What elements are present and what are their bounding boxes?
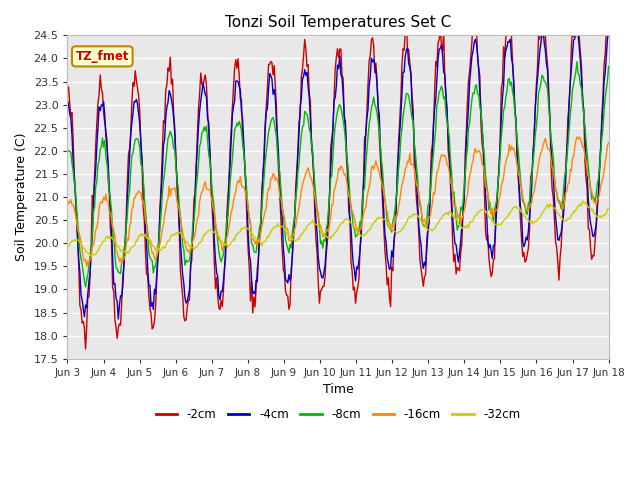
-16cm: [83, 264, 90, 270]
-8cm: [82, 284, 90, 290]
-8cm: [573, 59, 581, 64]
-16cm: [573, 134, 581, 140]
-2cm: [233, 66, 241, 72]
-4cm: [394, 166, 401, 172]
Line: -32cm: -32cm: [67, 201, 609, 256]
-16cm: [367, 165, 375, 171]
Title: Tonzi Soil Temperatures Set C: Tonzi Soil Temperatures Set C: [225, 15, 451, 30]
-32cm: [605, 205, 612, 211]
-2cm: [293, 167, 301, 172]
-2cm: [63, 87, 71, 93]
-8cm: [394, 184, 401, 190]
-2cm: [367, 37, 375, 43]
-4cm: [63, 97, 71, 103]
-32cm: [579, 198, 586, 204]
-4cm: [605, 30, 612, 36]
-8cm: [605, 63, 612, 69]
-8cm: [367, 105, 375, 111]
Line: -16cm: -16cm: [67, 137, 609, 267]
-32cm: [556, 213, 564, 219]
-16cm: [233, 181, 241, 187]
Legend: -2cm, -4cm, -8cm, -16cm, -32cm: -2cm, -4cm, -8cm, -16cm, -32cm: [151, 403, 525, 426]
-16cm: [63, 203, 71, 208]
-16cm: [293, 215, 301, 220]
-2cm: [557, 243, 565, 249]
-16cm: [394, 213, 401, 218]
-4cm: [367, 55, 375, 61]
-8cm: [463, 155, 470, 161]
-8cm: [233, 120, 241, 126]
Line: -8cm: -8cm: [67, 61, 609, 287]
-32cm: [63, 245, 71, 251]
Line: -2cm: -2cm: [67, 0, 609, 349]
-32cm: [233, 232, 241, 238]
-2cm: [463, 130, 470, 136]
-16cm: [463, 196, 470, 202]
-32cm: [463, 224, 470, 230]
-4cm: [233, 78, 241, 84]
-32cm: [367, 224, 375, 230]
-32cm: [293, 237, 301, 243]
-8cm: [63, 149, 71, 155]
-4cm: [115, 316, 122, 322]
-4cm: [463, 139, 470, 144]
-4cm: [293, 174, 301, 180]
-16cm: [605, 140, 612, 146]
-8cm: [556, 201, 564, 206]
Text: TZ_fmet: TZ_fmet: [76, 50, 129, 63]
-32cm: [394, 230, 401, 236]
Line: -4cm: -4cm: [67, 29, 609, 319]
-16cm: [556, 201, 564, 207]
X-axis label: Time: Time: [323, 384, 353, 396]
-4cm: [540, 26, 547, 32]
-4cm: [557, 229, 565, 235]
Y-axis label: Soil Temperature (C): Soil Temperature (C): [15, 133, 28, 261]
-2cm: [394, 182, 401, 188]
-8cm: [293, 187, 301, 192]
-2cm: [82, 346, 90, 352]
-32cm: [87, 253, 95, 259]
